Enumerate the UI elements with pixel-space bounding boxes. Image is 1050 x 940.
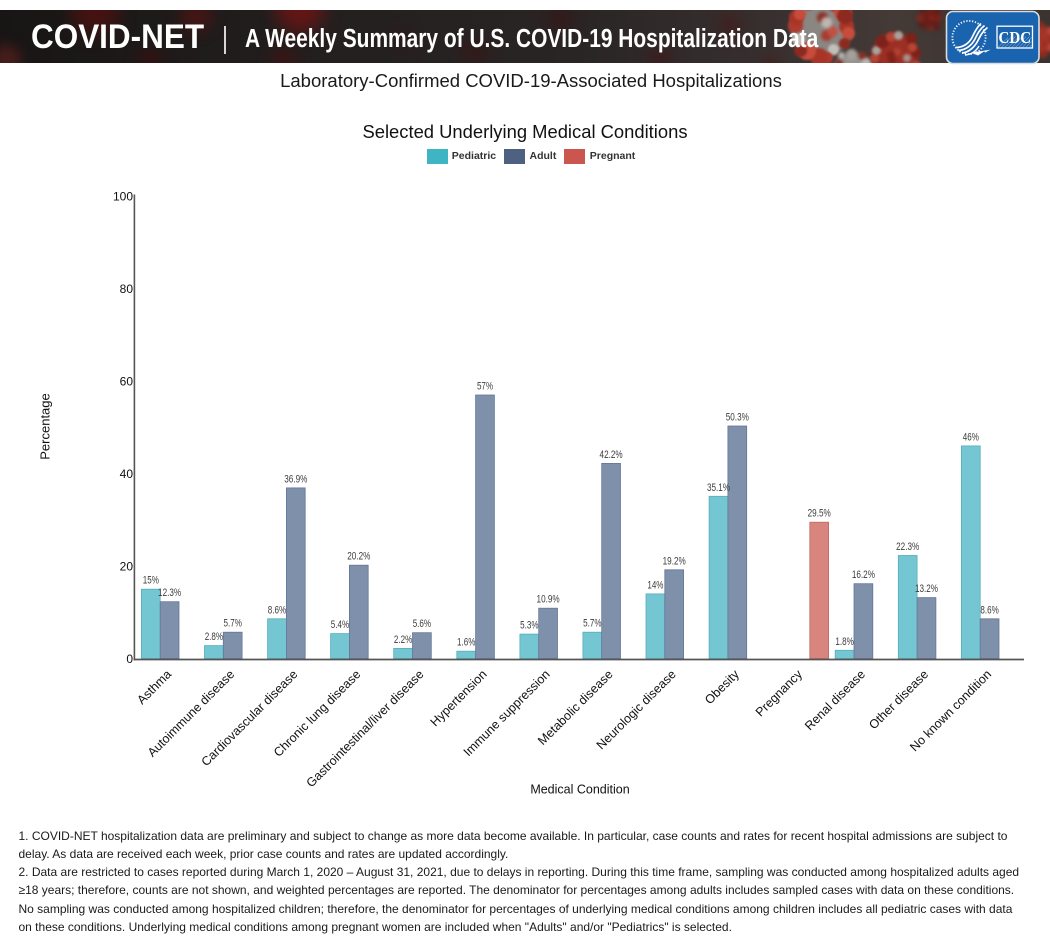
svg-text:5.4%: 5.4% [331,619,350,631]
svg-text:100: 100 [113,190,133,204]
svg-text:14%: 14% [647,579,663,591]
svg-text:2.2%: 2.2% [394,634,413,646]
svg-text:Renal disease: Renal disease [802,667,868,733]
svg-text:50.3%: 50.3% [726,412,749,424]
svg-text:5.7%: 5.7% [583,618,602,630]
svg-text:22.3%: 22.3% [896,541,919,553]
svg-text:8.6%: 8.6% [268,604,287,616]
svg-text:Gastrointestinal/liver disease: Gastrointestinal/liver disease [304,667,427,790]
svg-text:1.6%: 1.6% [457,637,476,649]
svg-text:36.9%: 36.9% [284,473,307,485]
svg-text:CDC: CDC [999,28,1032,47]
svg-text:12.3%: 12.3% [158,587,181,599]
svg-text:29.5%: 29.5% [808,508,831,520]
svg-text:42.2%: 42.2% [600,449,623,461]
svg-text:8.6%: 8.6% [980,604,999,616]
svg-text:Pregnancy: Pregnancy [753,667,806,720]
svg-text:0: 0 [126,652,133,666]
svg-text:80: 80 [120,282,134,296]
svg-text:13.2%: 13.2% [915,583,938,595]
svg-text:2.8%: 2.8% [205,631,224,643]
svg-text:Percentage: Percentage [38,393,53,460]
svg-text:Medical Condition: Medical Condition [530,782,629,796]
svg-text:5.3%: 5.3% [520,620,539,632]
svg-text:Asthma: Asthma [134,667,174,707]
svg-text:60: 60 [120,375,134,389]
svg-text:15%: 15% [143,575,159,587]
svg-text:Obesity: Obesity [702,667,742,707]
svg-text:20.2%: 20.2% [347,551,370,563]
svg-text:1.8%: 1.8% [835,636,854,648]
svg-text:20: 20 [120,560,134,574]
svg-text:5.7%: 5.7% [224,618,243,630]
svg-text:Hypertension: Hypertension [428,667,490,729]
svg-text:57%: 57% [477,381,493,393]
svg-text:Other disease: Other disease [866,667,931,732]
svg-text:19.2%: 19.2% [663,555,686,567]
svg-text:46%: 46% [963,431,979,443]
svg-text:35.1%: 35.1% [707,482,730,494]
svg-text:16.2%: 16.2% [852,569,875,581]
svg-text:40: 40 [120,467,134,481]
svg-text:10.9%: 10.9% [537,594,560,606]
svg-text:5.6%: 5.6% [413,618,432,630]
